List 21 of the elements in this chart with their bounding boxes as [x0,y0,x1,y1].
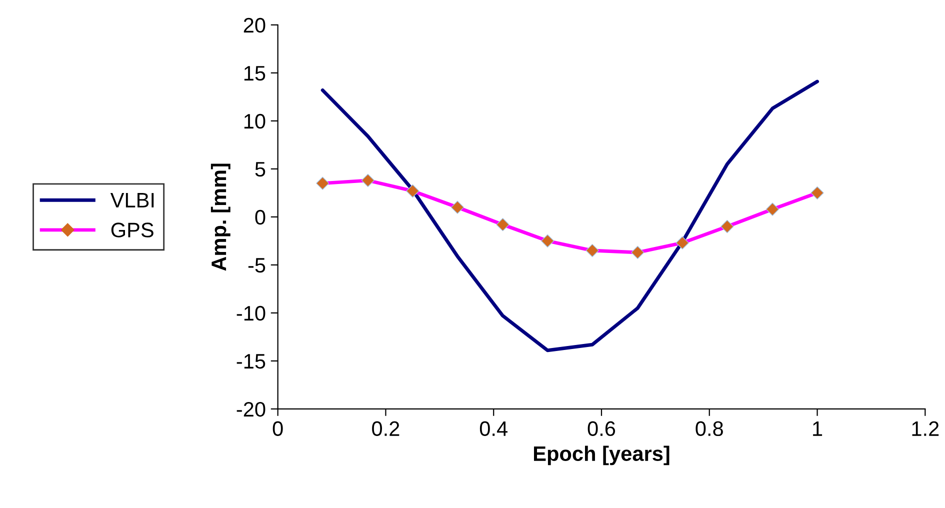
x-axis-title: Epoch [years] [534,446,670,466]
y-tick-label: 5 [255,162,266,177]
x-tick-label: 1 [813,422,822,436]
x-tick-label: 0.6 [588,421,616,436]
y-tick-label: 20 [244,18,266,33]
y-tick-label: -5 [248,258,266,273]
legend-label: VLBI [110,193,154,208]
legend-label: GPS [111,222,154,238]
y-tick-label: -15 [236,354,266,369]
y-tick-label: -20 [236,402,266,417]
line-series [320,80,819,352]
y-tick-label: 0 [255,210,266,225]
x-tick-label: 1.2 [912,421,939,436]
y-tick-label: 15 [244,66,266,81]
y-tick-label: 10 [244,114,266,129]
x-tick-label: 0.4 [480,421,508,436]
y-axis-title: Amp. [mm] [210,164,230,271]
y-tick-label: -10 [236,306,266,321]
x-tick-label: 0.8 [696,421,723,436]
x-tick-label: 0 [272,421,283,436]
x-tick-label: 0.2 [372,421,400,436]
